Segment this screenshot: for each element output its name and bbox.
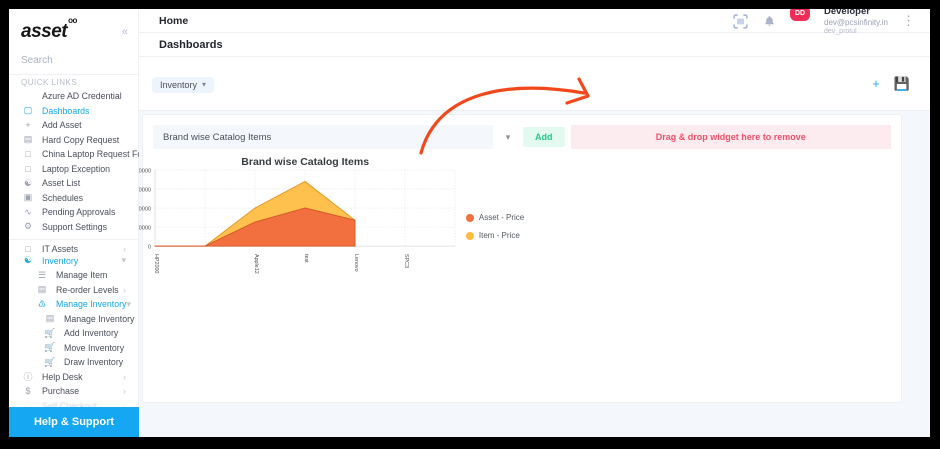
svg-text:5000000: 5000000: [139, 226, 151, 232]
svg-text:HP2000: HP2000: [153, 254, 159, 273]
svg-text:15000000: 15000000: [139, 188, 151, 194]
svg-text:0: 0: [148, 245, 151, 251]
svg-text:SPC3: SPC3: [403, 254, 409, 268]
svg-text:Lenovo: Lenovo: [353, 254, 359, 272]
svg-text:20000000: 20000000: [139, 169, 151, 175]
svg-text:test: test: [303, 254, 309, 263]
svg-text:10000000: 10000000: [139, 207, 151, 213]
svg-text:Apple12: Apple12: [253, 254, 259, 274]
